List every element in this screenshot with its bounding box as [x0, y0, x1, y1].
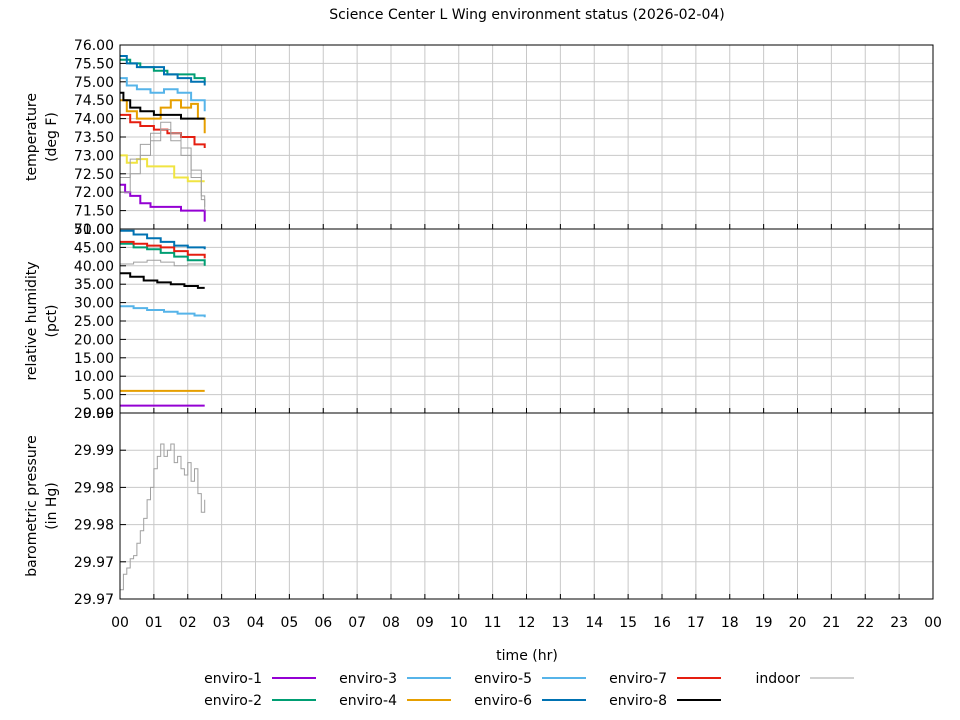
y-tick-label: 29.98 — [74, 480, 114, 496]
y-tick-label: 71.00 — [74, 222, 114, 238]
y-tick-label: 74.00 — [74, 112, 114, 128]
y-tick-label: 5.00 — [83, 388, 114, 404]
series-line — [120, 272, 205, 289]
x-tick-label: 04 — [247, 615, 265, 631]
series-line — [120, 229, 206, 250]
x-tick-label: 02 — [179, 615, 197, 631]
legend-entry-label: enviro-6 — [474, 693, 532, 709]
series-line — [120, 91, 205, 120]
series-line — [120, 154, 205, 183]
series-line — [120, 77, 206, 112]
y-tick-label: 40.00 — [74, 259, 114, 275]
x-tick-label: 01 — [145, 615, 163, 631]
x-tick-label: 11 — [484, 615, 502, 631]
y-tick-label: 30.00 — [74, 296, 114, 312]
panel-frame — [119, 412, 934, 600]
y-tick-label: 72.00 — [74, 185, 114, 201]
x-tick-label: 12 — [518, 615, 536, 631]
legend-entry-label: enviro-3 — [339, 671, 397, 687]
x-tick-label: 06 — [314, 615, 332, 631]
plot-panels: 71.00 71.50 72.00 72.50 73.00 73.50 74.00 74.50… — [24, 38, 934, 608]
y-axis-label: temperature — [24, 93, 40, 181]
legend-entry-label: enviro-7 — [609, 671, 667, 687]
x-axis-label: time (hr) — [496, 648, 558, 664]
series-line — [120, 242, 206, 266]
chart-title: Science Center L Wing environment status… — [329, 7, 725, 23]
y-axis-label: (pct) — [44, 305, 60, 338]
series-line — [120, 129, 206, 211]
y-tick-label: 72.50 — [74, 167, 114, 183]
legend-entry-label: enviro-1 — [204, 671, 262, 687]
x-tick-label: 20 — [789, 615, 807, 631]
series-line — [120, 121, 206, 207]
x-tick-label: 09 — [416, 615, 434, 631]
y-axis-label: relative humidity — [24, 261, 40, 380]
x-tick-label: 14 — [585, 615, 603, 631]
x-tick-label: 00 — [111, 615, 129, 631]
x-tick-label: 21 — [822, 615, 840, 631]
series-line — [120, 305, 206, 318]
legend-entry-label: enviro-2 — [204, 693, 262, 709]
x-tick-label: 16 — [653, 615, 671, 631]
y-tick-label: 25.00 — [74, 314, 114, 330]
panel-1: 71.00 71.50 72.00 72.50 73.00 73.50 74.00 74.50… — [24, 38, 934, 238]
y-tick-label: 73.50 — [74, 130, 114, 146]
legend: enviro-1 enviro-2 enviro-3 enviro-4 enviro-5… — [204, 671, 854, 709]
y-tick-label: 45.00 — [74, 240, 114, 256]
x-tick-label: 13 — [551, 615, 569, 631]
y-tick-label: 76.00 — [74, 38, 114, 54]
y-tick-label: 15.00 — [74, 351, 114, 367]
x-tick-label: 07 — [348, 615, 366, 631]
y-axis-label: (deg F) — [44, 112, 60, 162]
x-tick-label: 08 — [382, 615, 400, 631]
y-tick-label: 73.00 — [74, 148, 114, 164]
x-tick-label: 03 — [213, 615, 231, 631]
y-tick-label: 75.50 — [74, 56, 114, 72]
x-tick-label: 17 — [687, 615, 705, 631]
x-tick-label: 10 — [450, 615, 468, 631]
y-tick-label: 71.50 — [74, 204, 114, 220]
x-tick-label: 22 — [856, 615, 874, 631]
y-tick-label: 29.97 — [74, 592, 114, 608]
y-tick-label: 29.99 — [74, 406, 114, 422]
series-line — [120, 113, 206, 148]
legend-entry-label: indoor — [755, 671, 800, 687]
x-tick-label: 19 — [755, 615, 773, 631]
series-line — [120, 443, 206, 591]
y-tick-label: 50.00 — [74, 222, 114, 238]
legend-entry-label: enviro-5 — [474, 671, 532, 687]
y-axis-label: (in Hg) — [44, 482, 60, 530]
y-tick-label: 29.98 — [74, 518, 114, 534]
x-tick-label: 15 — [619, 615, 637, 631]
panel-3: 29.97 29.97 29.98 29.98 29.99 29.99 barometric… — [24, 406, 934, 608]
y-tick-label: 35.00 — [74, 277, 114, 293]
series-line — [120, 55, 206, 86]
legend-entry-label: enviro-4 — [339, 693, 397, 709]
y-axis-label: barometric pressure — [24, 435, 40, 576]
y-tick-label: 29.99 — [74, 443, 114, 459]
x-tick-label: 18 — [721, 615, 739, 631]
y-tick-label: 74.50 — [74, 93, 114, 109]
panel-2: 0.00 5.00 10.00 15.00 20.00 25.00 30.00 35.00 40… — [24, 222, 934, 422]
y-tick-label: 20.00 — [74, 332, 114, 348]
x-tick-label: 05 — [280, 615, 298, 631]
y-tick-label: 0.00 — [83, 406, 114, 422]
x-axis-ticks: 00 01 02 03 04 05 06 07 08 09 10 11 12 13 14 15 16 17 18 19… — [111, 615, 942, 631]
y-tick-label: 10.00 — [74, 369, 114, 385]
legend-entry-label: enviro-8 — [609, 693, 667, 709]
series-line — [120, 183, 206, 222]
y-tick-label: 29.97 — [74, 555, 114, 571]
x-tick-label: 00 — [924, 615, 942, 631]
series-line — [120, 240, 206, 259]
series-line — [120, 99, 206, 134]
x-tick-label: 23 — [890, 615, 908, 631]
y-tick-label: 75.00 — [74, 75, 114, 91]
series-line — [120, 259, 206, 267]
